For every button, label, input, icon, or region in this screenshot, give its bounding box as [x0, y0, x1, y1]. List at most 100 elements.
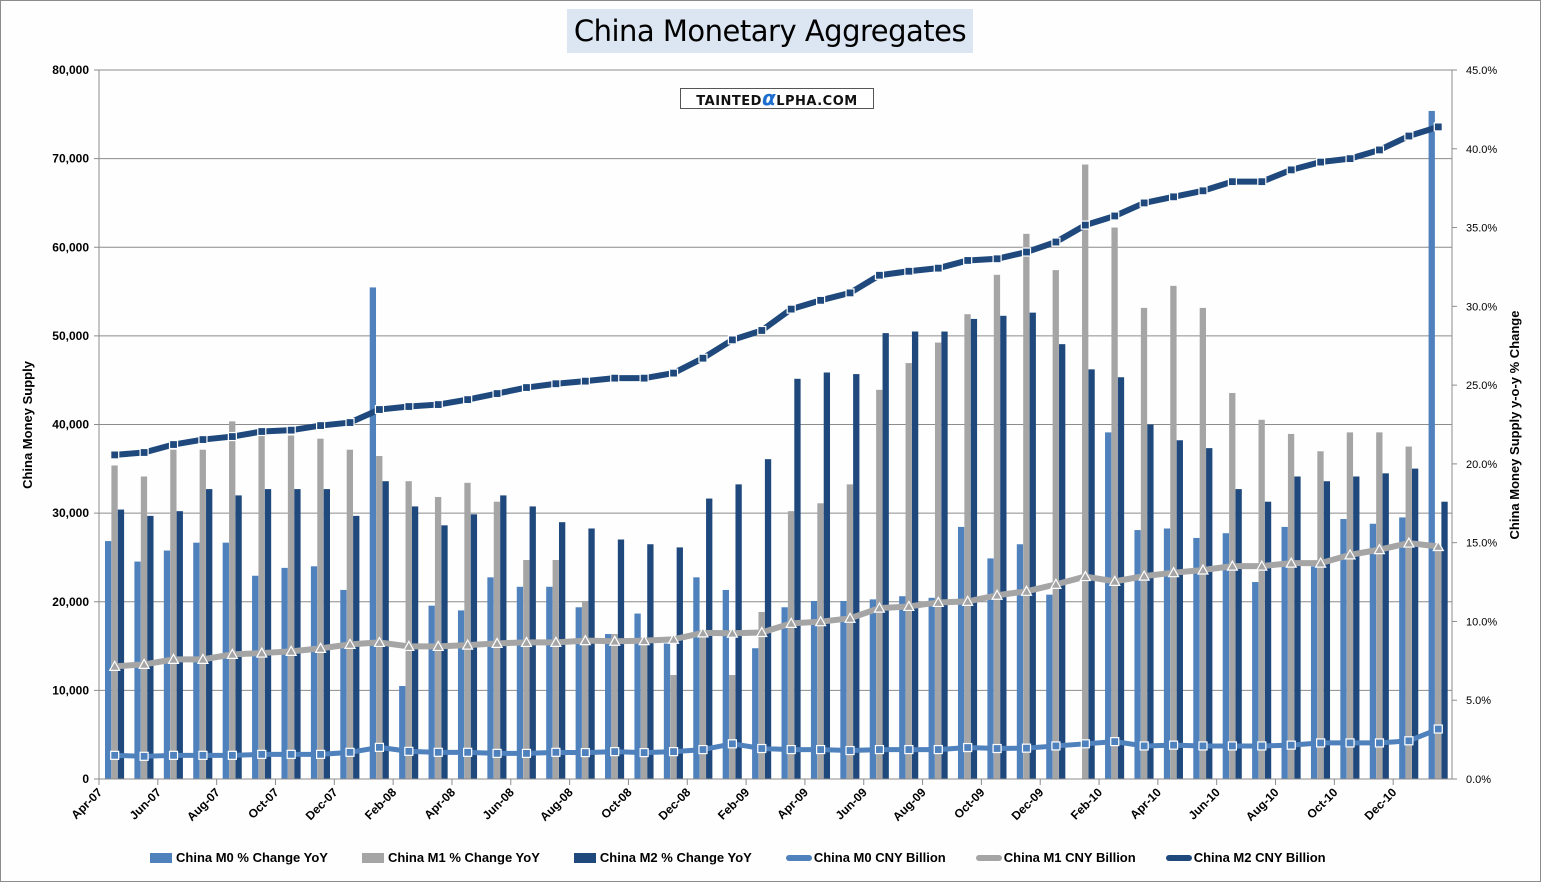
marker-china-m2-cny-billion [1021, 247, 1032, 257]
bar-china-m2-change-yoy [941, 331, 948, 779]
marker-china-m2-cny-billion [1433, 122, 1443, 132]
bar-china-m2-change-yoy [1088, 369, 1095, 779]
marker-china-m2-cny-billion [286, 425, 296, 435]
marker-china-m0-cny-billion [816, 744, 826, 755]
bar-china-m0-change-yoy [1369, 523, 1377, 779]
bar-china-m2-change-yoy [1206, 448, 1213, 779]
legend-item-m2-cny: China M2 CNY Billion [1165, 850, 1326, 865]
left-tick-label: 0 [82, 772, 89, 786]
bar-china-m0-change-yoy [457, 610, 465, 779]
marker-china-m0-cny-billion [992, 743, 1002, 754]
legend-label: China M2 CNY Billion [1193, 850, 1326, 865]
marker-china-m1-cny-billion [549, 636, 562, 647]
bar-china-m0-change-yoy [928, 597, 935, 779]
marker-china-m0-cny-billion [610, 747, 620, 757]
marker-china-m1-cny-billion [520, 636, 533, 648]
line-china-m0-cny-billion [114, 726, 1440, 759]
marker-china-m2-cny-billion [610, 373, 620, 383]
marker-china-m1-cny-billion [932, 596, 945, 608]
bar-china-m2-change-yoy [558, 522, 566, 779]
marker-china-m0-cny-billion [1316, 738, 1326, 748]
bar-china-m1-change-yoy [1405, 446, 1412, 779]
bar-china-m1-change-yoy [199, 449, 206, 779]
bar-china-m1-change-yoy [846, 484, 854, 779]
marker-china-m0-cny-billion [580, 747, 590, 758]
bar-china-m2-change-yoy [176, 511, 183, 779]
marker-china-m1-cny-billion [255, 646, 268, 658]
bar-china-m0-change-yoy [1399, 517, 1406, 779]
bar-china-m1-change-yoy [1434, 547, 1442, 779]
marker-china-m2-cny-billion [1051, 237, 1061, 247]
bar-china-m2-change-yoy [676, 547, 683, 779]
bar-china-m0-change-yoy [634, 613, 641, 779]
bar-china-m0-change-yoy [340, 589, 347, 779]
bar-china-m2-change-yoy [353, 515, 360, 779]
bar-china-m0-change-yoy [105, 541, 112, 779]
bar-china-m0-change-yoy [722, 589, 729, 779]
bar-china-m0-change-yoy [222, 542, 229, 779]
marker-china-m2-cny-billion [404, 401, 414, 412]
marker-china-m0-cny-billion [727, 739, 737, 749]
watermark-logo: TAINTEDαLPHA.COM [680, 88, 874, 109]
bar-china-m0-change-yoy [899, 596, 906, 779]
bar-china-m1-change-yoy [993, 274, 1001, 779]
legend-label: China M1 % Change YoY [387, 850, 540, 865]
bar-china-m0-change-yoy [1016, 544, 1024, 779]
marker-china-m1-cny-billion [285, 645, 298, 656]
bar-china-m1-change-yoy [640, 638, 648, 779]
x-tick-label: Aug-07 [184, 785, 223, 824]
x-tick-label: Jun-08 [480, 785, 517, 822]
bar-china-m0-change-yoy [957, 526, 965, 779]
bar-china-m2-change-yoy [411, 506, 419, 779]
bar-china-m0-change-yoy [1252, 582, 1259, 779]
bar-china-m2-change-yoy [911, 331, 919, 779]
bar-china-m1-change-yoy [405, 481, 412, 779]
bar-china-m0-change-yoy [428, 605, 435, 779]
marker-china-m2-cny-billion [933, 263, 943, 273]
marker-china-m1-cny-billion [373, 636, 386, 648]
gridlines [99, 69, 1452, 691]
left-tick-label: 20,000 [52, 595, 89, 609]
legend-label: China M0 CNY Billion [813, 850, 946, 865]
marker-china-m1-cny-billion [343, 638, 357, 649]
marker-china-m0-cny-billion [1374, 738, 1385, 748]
left-tick-label: 10,000 [52, 683, 89, 697]
bar-china-m1-change-yoy [1287, 433, 1295, 779]
marker-china-m2-cny-billion [639, 373, 649, 383]
bar-china-m1-change-yoy [905, 363, 912, 779]
marker-china-m2-cny-billion [698, 353, 708, 363]
bar-china-m1-change-yoy [170, 449, 177, 779]
marker-china-m1-cny-billion [1138, 569, 1151, 581]
bar-china-m2-change-yoy [1264, 501, 1272, 779]
bar-china-m2-change-yoy [647, 544, 654, 779]
bar-china-m1-change-yoy [552, 559, 559, 779]
marker-china-m2-cny-billion [580, 376, 590, 386]
right-tick-label: 0.0% [1466, 774, 1491, 786]
marker-china-m0-cny-billion [1110, 737, 1120, 747]
marker-china-m1-cny-billion [432, 640, 445, 652]
x-tick-label: Apr-08 [421, 785, 458, 822]
bar-china-m1-change-yoy [229, 421, 236, 779]
marker-china-m1-cny-billion [1020, 585, 1033, 596]
x-tick-label: Dec-08 [656, 785, 694, 823]
bar-china-m0-change-yoy [1046, 594, 1053, 779]
bar-china-m1-change-yoy [699, 632, 706, 779]
marker-china-m1-cny-billion [1226, 559, 1239, 571]
marker-china-m1-cny-billion [638, 634, 651, 646]
marker-china-m2-cny-billion [1198, 186, 1208, 196]
bar-china-m2-change-yoy [1000, 315, 1007, 779]
marker-china-m2-cny-billion [1139, 198, 1149, 208]
marker-china-m2-cny-billion [551, 379, 561, 389]
marker-china-m1-cny-billion [1108, 575, 1121, 586]
marker-china-m2-cny-billion [110, 450, 120, 460]
line-china-m2-cny-billion [114, 124, 1440, 458]
right-tick-label: 40.0% [1466, 144, 1497, 156]
bar-china-m0-change-yoy [546, 586, 553, 779]
left-tick-label: 80,000 [52, 63, 89, 77]
x-tick-label: Jun-10 [1186, 785, 1223, 822]
bar-china-m1-change-yoy [1229, 392, 1236, 779]
marker-china-m2-cny-billion [786, 304, 796, 314]
bar-china-m0-change-yoy [575, 607, 582, 779]
marker-china-m2-cny-billion [727, 335, 737, 345]
